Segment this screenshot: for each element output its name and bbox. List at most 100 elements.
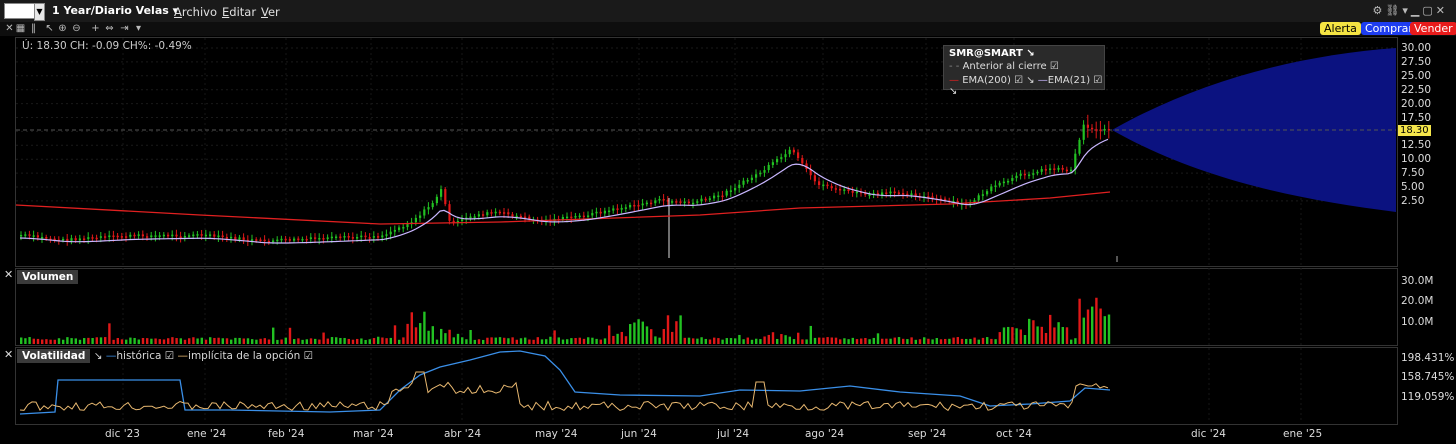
candle	[927, 196, 930, 198]
legend-emas[interactable]: — EMA(200) ☑ ↘ —EMA(21) ☑ ↘	[949, 75, 1104, 97]
close-icon[interactable]: ✕	[1435, 4, 1448, 17]
minimize-icon[interactable]: ▁	[1410, 4, 1423, 17]
volume-bar	[263, 338, 266, 344]
menu-ver[interactable]: Ver	[261, 5, 280, 19]
chart-type-icon[interactable]: ▦	[15, 23, 26, 34]
lilac-line-icon: —	[1037, 75, 1048, 86]
candle	[679, 201, 682, 203]
close-pane-icon[interactable]: ✕	[4, 268, 14, 281]
bars-icon[interactable]: ‖	[31, 23, 36, 34]
candle	[1032, 173, 1035, 175]
x-axis-label: ago '24	[805, 428, 845, 440]
menu-editar[interactable]: Editar	[222, 5, 256, 19]
volume-bar	[658, 337, 661, 344]
crosshair-icon[interactable]: +	[91, 23, 100, 34]
cursor-icon[interactable]: ↖	[45, 23, 54, 34]
checkbox-icon[interactable]: ☑	[1093, 75, 1103, 86]
candle	[729, 190, 732, 192]
alert-button[interactable]: Alerta	[1320, 22, 1361, 35]
volume-bar	[868, 339, 871, 344]
candle	[36, 235, 39, 238]
legend-prev-close[interactable]: - - Anterior al cierre ☑	[949, 61, 1059, 72]
period-selector[interactable]: 1 Year/Diario Velas ▾	[52, 4, 179, 17]
y-price-label: 27.50	[1401, 55, 1432, 68]
candle	[574, 216, 577, 218]
gear-icon[interactable]: ⚙	[1372, 4, 1386, 17]
candle	[74, 238, 77, 241]
candle	[713, 195, 716, 199]
candle	[1091, 127, 1094, 130]
candle	[1065, 169, 1068, 172]
candle	[704, 198, 707, 201]
sell-button[interactable]: Vender	[1410, 22, 1456, 35]
volume-bar	[830, 337, 833, 344]
candle	[717, 195, 720, 198]
volume-bar	[1049, 314, 1052, 344]
price-pane[interactable]	[15, 37, 1398, 267]
volume-bar	[763, 336, 766, 344]
volume-bar	[20, 337, 23, 344]
close-pane-icon[interactable]: ✕	[4, 348, 14, 361]
volatility-pane[interactable]	[15, 347, 1398, 425]
zoom-in-icon[interactable]: ⊕	[58, 23, 67, 34]
volume-pane[interactable]	[15, 268, 1398, 346]
volume-bar	[536, 337, 539, 344]
candle	[209, 234, 212, 236]
candle	[255, 239, 258, 241]
settings-icon[interactable]: ↘	[1026, 75, 1035, 86]
x-axis-label: feb '24	[268, 428, 305, 440]
volume-bar	[1053, 327, 1056, 344]
volume-bar	[297, 338, 300, 344]
checkbox-icon[interactable]: ☑	[164, 350, 175, 362]
candle	[225, 237, 228, 239]
candle	[885, 192, 888, 194]
candle	[767, 164, 770, 171]
candle	[221, 235, 224, 238]
volume-bar	[515, 339, 518, 344]
price-legend[interactable]: SMR@SMART ↘ - - Anterior al cierre ☑ — E…	[943, 45, 1105, 97]
scroll-icon[interactable]: ⇥	[120, 23, 129, 34]
candle	[263, 239, 266, 242]
volume-bar	[578, 337, 581, 344]
volume-bar	[792, 339, 796, 344]
volume-bar	[183, 339, 187, 344]
volume-bar	[301, 339, 304, 344]
checkbox-icon[interactable]: ☑	[1014, 75, 1024, 86]
volume-bar	[398, 339, 401, 344]
settings-icon[interactable]: ↘	[93, 350, 103, 362]
symbol-dropdown-button[interactable]: ▼	[34, 3, 45, 21]
settings-icon[interactable]: ↘	[1026, 48, 1035, 59]
volume-bar	[633, 322, 636, 344]
candle	[377, 236, 380, 238]
candle	[196, 234, 199, 236]
maximize-icon[interactable]: ▢	[1422, 4, 1436, 17]
dropdown-icon[interactable]: ▾	[1402, 4, 1411, 17]
candle	[1095, 129, 1098, 131]
candle	[305, 238, 308, 241]
candle	[448, 204, 451, 221]
pan-icon[interactable]: ⇔	[105, 23, 114, 34]
candle	[116, 235, 119, 238]
volume-bar	[805, 339, 808, 344]
volume-bar	[1061, 327, 1064, 344]
candle	[406, 224, 409, 228]
buy-button[interactable]: Comprar	[1361, 22, 1417, 35]
y-price-label: 12.50	[1401, 139, 1432, 152]
volume-bar	[1099, 308, 1102, 344]
zoom-out-icon[interactable]: ⊖	[72, 23, 81, 34]
candle	[461, 219, 464, 221]
checkbox-icon[interactable]: ☑	[1049, 61, 1059, 72]
volume-bar	[137, 339, 140, 344]
y-price-label: 30.00	[1401, 42, 1432, 54]
symbol-input[interactable]	[4, 3, 40, 19]
pin-icon[interactable]: ✕	[5, 23, 14, 34]
more-tools-icon[interactable]: ▾	[135, 23, 142, 34]
link-icon[interactable]: ⛓	[1385, 4, 1403, 17]
volume-bar	[431, 326, 434, 344]
menu-archivo[interactable]: Archivo	[174, 5, 217, 19]
volume-bar	[309, 338, 313, 344]
volume-bar	[255, 339, 258, 344]
checkbox-icon[interactable]: ☑	[303, 350, 314, 362]
settings-icon[interactable]: ↘	[949, 86, 958, 97]
